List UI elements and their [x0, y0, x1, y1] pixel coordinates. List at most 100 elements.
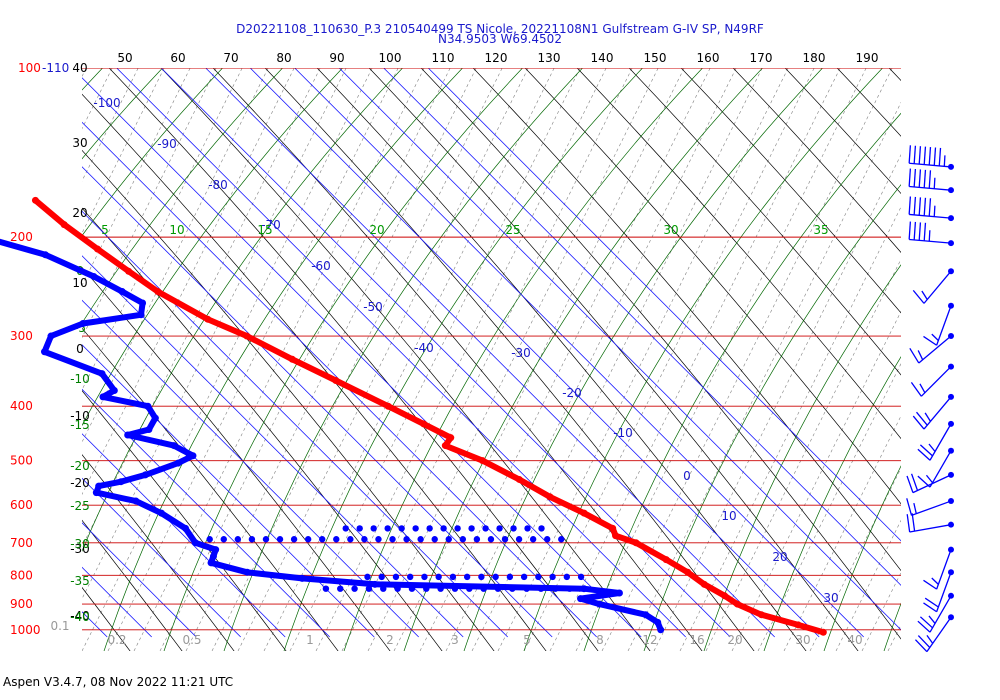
- moist-adiabat-label: -5: [74, 321, 86, 335]
- moist-adiabat-label: -15: [70, 418, 90, 432]
- mixing-ratio-line: [809, 467, 901, 651]
- temperature-point: [546, 493, 554, 501]
- isotherm-label: -80: [208, 178, 228, 192]
- dewpoint-sparse-point: [319, 536, 326, 543]
- wind-barb-flag: [917, 620, 931, 633]
- wind-barb-staff: [911, 500, 952, 517]
- dewpoint-sparse-point: [398, 525, 405, 532]
- dewpoint-sparse-point: [356, 525, 363, 532]
- dewpoint-sparse-point: [538, 525, 545, 532]
- isotherm-line: [116, 68, 686, 638]
- isotherm-line: [82, 522, 197, 638]
- top-axis-label: 70: [223, 51, 238, 65]
- dewpoint-sparse-point: [361, 536, 368, 543]
- mixing-ratio-label: 20: [727, 633, 742, 647]
- plot-area: [0, 0, 1000, 667]
- temperature-point: [819, 628, 827, 636]
- top-axis-label: 140: [591, 51, 614, 65]
- dewpoint-sparse-point: [322, 585, 330, 592]
- mixing-ratio-line: [0, 0, 48, 651]
- moist-adiabat-label: -30: [70, 537, 90, 551]
- mixing-ratio-label: 16: [689, 633, 704, 647]
- wind-barb: [923, 302, 954, 346]
- isotherm-line: [82, 121, 597, 638]
- wind-barb: [914, 614, 954, 653]
- dewpoint-point: [642, 611, 650, 619]
- wind-barb-flag: [911, 513, 916, 532]
- moist-adiabat: [403, 68, 764, 651]
- wind-barb-flag: [906, 514, 911, 533]
- wind-barb-flag: [923, 222, 927, 241]
- title-line-2: N34.9503 W69.4502: [438, 32, 562, 46]
- mixing-ratio-line: [705, 258, 901, 651]
- top-axis-label: 80: [276, 51, 291, 65]
- dewpoint-sparse-point: [454, 525, 461, 532]
- pressure-label: 500: [10, 454, 33, 468]
- left-axis-label: -20: [70, 476, 90, 490]
- dewpoint-point: [174, 459, 182, 467]
- dry-adiabat: [420, 68, 901, 640]
- wind-barb-flag: [917, 635, 931, 648]
- dewpoint-point: [92, 489, 100, 497]
- dewpoint-sparse-point: [406, 573, 414, 581]
- isotherm-line: [160, 68, 731, 638]
- top-axis-label: 110: [432, 51, 455, 65]
- isotherm-label: -60: [311, 259, 331, 273]
- wind-barb-flag: [925, 474, 934, 484]
- wind-barb-staff: [909, 524, 952, 533]
- dry-adiabat: [264, 68, 755, 651]
- moist-adiabat: [223, 68, 584, 651]
- wind-barb-flag: [921, 290, 928, 300]
- dewpoint-point: [90, 272, 98, 280]
- dewpoint-point: [298, 574, 306, 582]
- wind-barb-flag: [912, 289, 925, 304]
- dewpoint-point: [99, 393, 107, 401]
- dewpoint-point: [124, 431, 132, 439]
- mixing-ratio-line: [679, 206, 901, 651]
- mixing-ratio-line: [861, 571, 901, 651]
- dewpoint-sparse-point: [276, 536, 284, 543]
- isotherm-line: [82, 210, 508, 638]
- pressure-label: 1000: [10, 623, 41, 637]
- dry-adiabat: [472, 68, 901, 572]
- mixing-ratio-label: 40: [847, 633, 862, 647]
- moist-adiabat: [82, 68, 404, 552]
- theta-label: 10: [169, 223, 184, 237]
- top-axis-label: 60: [170, 51, 185, 65]
- isotherm-label: 10: [721, 509, 736, 523]
- dewpoint-point: [212, 546, 220, 554]
- isotherm-line: [82, 77, 642, 638]
- dewpoint-sparse-point: [468, 525, 475, 532]
- dewpoint-sparse-point: [426, 525, 433, 532]
- temperature-point: [479, 457, 487, 465]
- mixing-ratio-label: 0.1: [50, 619, 69, 633]
- top-axis-label: 170: [750, 51, 773, 65]
- mixing-ratio-label: 0.5: [182, 633, 201, 647]
- wind-barb: [908, 196, 954, 222]
- dewpoint-sparse-point: [478, 573, 485, 581]
- dewpoint-sparse-point: [408, 585, 416, 592]
- dewpoint-sparse-point: [351, 585, 358, 592]
- dry-adiabat: [974, 48, 1000, 667]
- temperature-point: [204, 315, 212, 323]
- dewpoint-sparse-point: [558, 536, 565, 543]
- wind-barb-staff: [909, 238, 952, 244]
- dewpoint-sparse-point: [510, 525, 517, 532]
- moist-adiabat: [703, 264, 901, 651]
- wind-barb-flag: [913, 168, 917, 188]
- wind-barb-flag: [908, 168, 912, 187]
- isotherm-line: [205, 68, 775, 638]
- dewpoint-sparse-point: [262, 536, 270, 543]
- dewpoint-point: [615, 589, 623, 597]
- dewpoint-point: [577, 595, 585, 603]
- dewpoint-sparse-point: [501, 536, 509, 543]
- dewpoint-sparse-point: [431, 536, 438, 543]
- dewpoint-sparse-point: [435, 573, 442, 581]
- dewpoint-sparse-point: [563, 573, 571, 581]
- mixing-ratio-label: 2: [386, 633, 394, 647]
- dewpoint-sparse-point: [290, 536, 298, 543]
- pressure-label: 900: [10, 597, 33, 611]
- isotherm-line: [82, 299, 419, 638]
- top-axis-label: 130: [538, 51, 561, 65]
